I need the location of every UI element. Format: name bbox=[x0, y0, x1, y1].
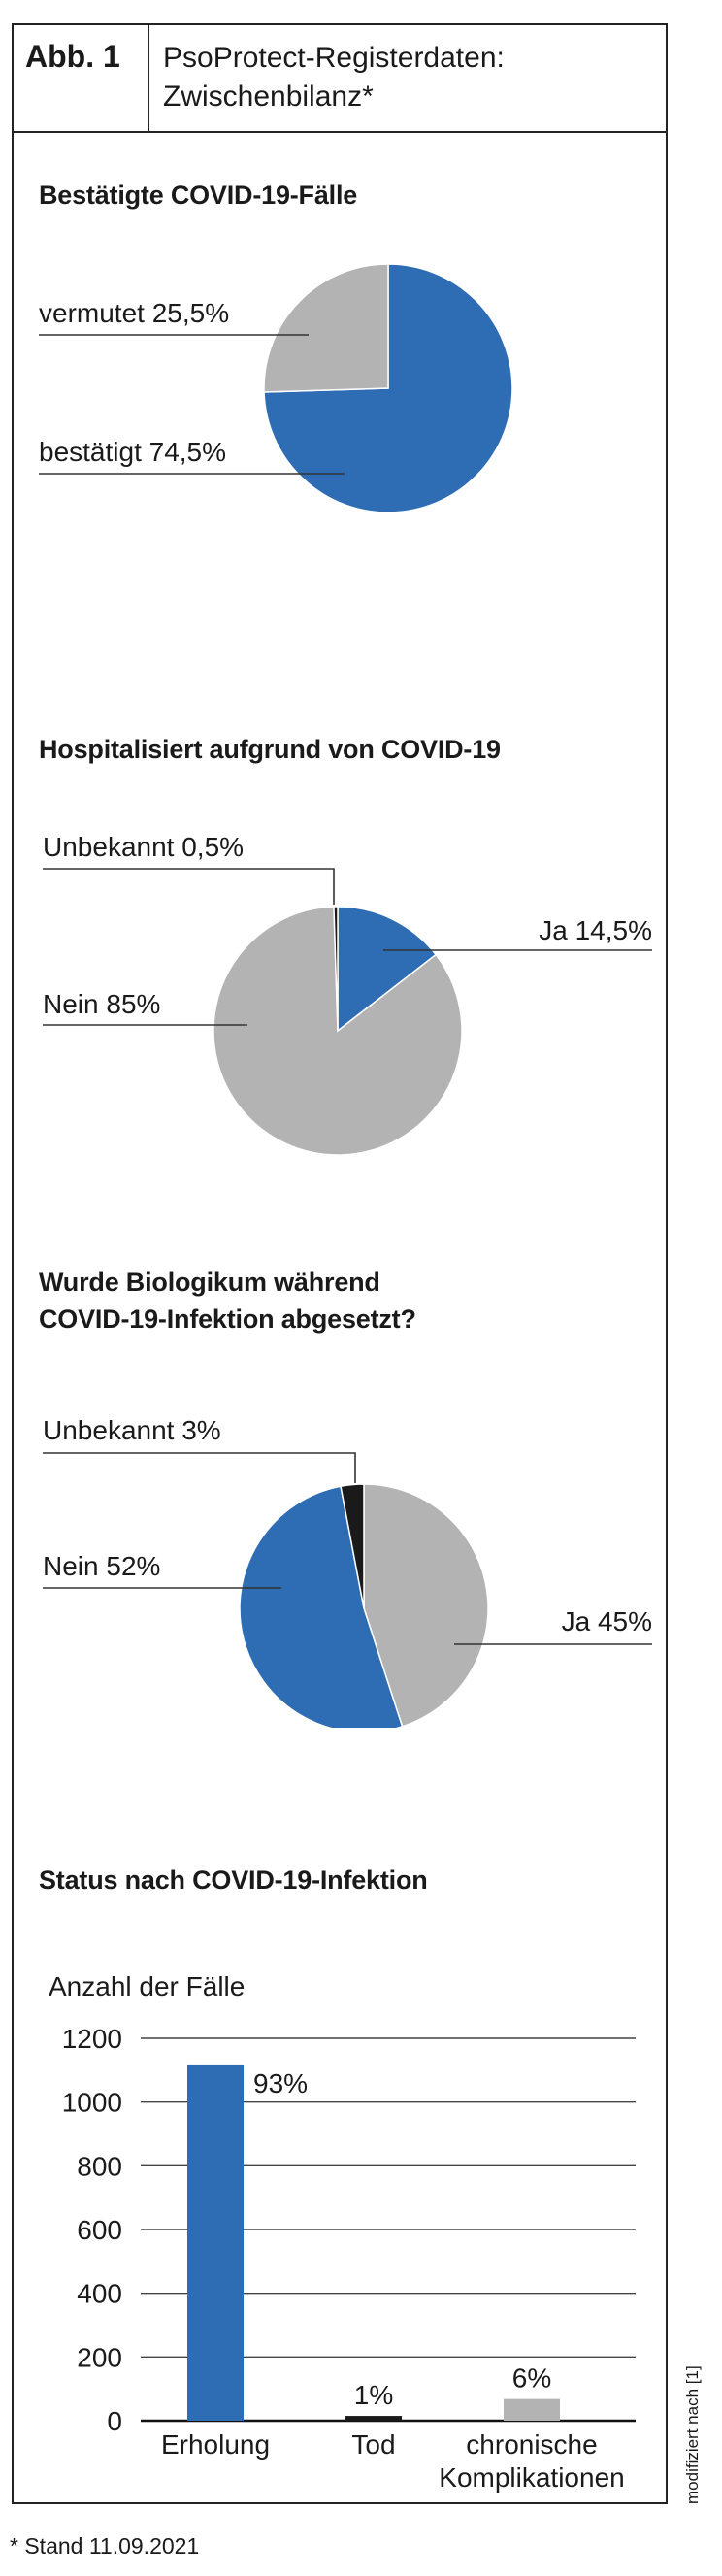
x-tick-label: Tod bbox=[351, 2429, 395, 2460]
bar-title: Status nach COVID-19-Infektion bbox=[39, 1862, 428, 1899]
leader-line bbox=[43, 1452, 356, 1483]
figure-title: PsoProtect-Registerdaten: Zwischenbilanz… bbox=[163, 39, 648, 116]
pie2-title-text: Hospitalisiert aufgrund von COVID-19 bbox=[39, 735, 501, 764]
figure-label: Abb. 1 bbox=[25, 39, 120, 74]
pie-slice bbox=[263, 263, 513, 513]
y-axis-label: Anzahl der Fälle bbox=[49, 1971, 245, 2001]
pie-slice-label: Unbekannt 0,5% bbox=[43, 832, 244, 862]
pie-slice-label: Ja 14,5% bbox=[539, 915, 652, 945]
figure-title-line2: Zwischenbilanz* bbox=[163, 81, 374, 113]
x-tick-label: Komplikationen bbox=[439, 2462, 624, 2493]
pie3-title: Wurde Biologikum während COVID-19-Infekt… bbox=[39, 1264, 416, 1338]
pie-slice-label: Nein 52% bbox=[43, 1551, 160, 1581]
y-tick-label: 600 bbox=[77, 2215, 122, 2245]
footnote: * Stand 11.09.2021 bbox=[10, 2533, 200, 2559]
bar bbox=[345, 2416, 402, 2421]
y-tick-label: 1000 bbox=[62, 2088, 122, 2118]
figure-title-line1: PsoProtect-Registerdaten: bbox=[163, 42, 505, 74]
x-tick-label: chronische bbox=[466, 2429, 597, 2460]
figure-header bbox=[12, 23, 668, 133]
y-tick-label: 200 bbox=[77, 2342, 122, 2372]
bar-title-text: Status nach COVID-19-Infektion bbox=[39, 1866, 428, 1895]
leader-line bbox=[43, 868, 335, 905]
pie2-title: Hospitalisiert aufgrund von COVID-19 bbox=[39, 731, 501, 768]
pie1-title-text: Bestätigte COVID-19-Fälle bbox=[39, 181, 358, 210]
pie-slice-label: Ja 45% bbox=[562, 1606, 652, 1636]
pie-slice bbox=[239, 1485, 404, 1728]
pie1-title: Bestätigte COVID-19-Fälle bbox=[39, 177, 357, 214]
data-label: 93% bbox=[253, 2068, 308, 2098]
pie-chart-biologic-paused: Ja 45% Nein 52% Unbekannt 3% bbox=[43, 1415, 652, 1728]
bar-chart-status: Anzahl der Fälle 0 200 400 600 800 1000 1200 93%… bbox=[49, 1971, 636, 2493]
x-tick-label: Erholung bbox=[161, 2429, 270, 2460]
pie-slice-label: Nein 85% bbox=[43, 989, 160, 1019]
y-tick-label: 1200 bbox=[62, 2024, 122, 2054]
pie3-title-line2: COVID-19-Infektion abgesetzt? bbox=[39, 1305, 416, 1334]
source-note: modifiziert nach [1] bbox=[683, 2365, 702, 2504]
pie3-title-line1: Wurde Biologikum während bbox=[39, 1268, 380, 1297]
y-tick-label: 400 bbox=[77, 2279, 122, 2309]
y-tick-label: 800 bbox=[77, 2151, 122, 2181]
data-label: 1% bbox=[354, 2380, 393, 2410]
pie-slice-label: bestätigt 74,5% bbox=[39, 437, 226, 467]
pie-chart-confirmed: bestätigt 74,5% vermutet 25,5% bbox=[39, 263, 513, 513]
pie-slice bbox=[337, 906, 438, 1033]
y-tick-label: 0 bbox=[107, 2406, 122, 2436]
pie-chart-hospitalized: Ja 14,5% Nein 85% Unbekannt 0,5% bbox=[43, 832, 652, 1156]
pie-slice-label: vermutet 25,5% bbox=[39, 298, 229, 328]
pie-slice bbox=[363, 1483, 489, 1728]
bar bbox=[504, 2398, 560, 2421]
header-divider bbox=[148, 23, 149, 133]
pie-slice bbox=[263, 263, 389, 393]
pie-slice bbox=[340, 1483, 365, 1609]
pie-slice-label: Unbekannt 3% bbox=[43, 1415, 221, 1445]
bar bbox=[187, 2064, 244, 2421]
pie-slice bbox=[333, 906, 339, 1032]
data-label: 6% bbox=[512, 2363, 551, 2394]
